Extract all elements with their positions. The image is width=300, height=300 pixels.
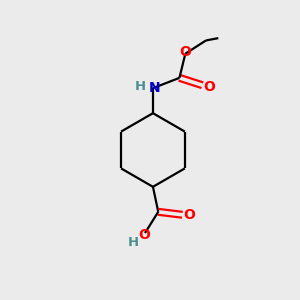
Text: O: O bbox=[203, 80, 215, 94]
Text: N: N bbox=[148, 81, 160, 95]
Text: H: H bbox=[128, 236, 140, 249]
Text: H: H bbox=[135, 80, 146, 93]
Text: O: O bbox=[179, 45, 191, 59]
Text: O: O bbox=[183, 208, 195, 222]
Text: O: O bbox=[139, 227, 150, 242]
